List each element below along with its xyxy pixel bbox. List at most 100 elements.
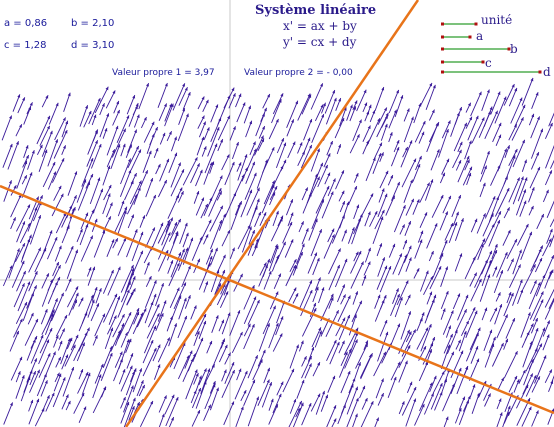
field-arrow — [129, 276, 136, 290]
field-arrow-head — [237, 310, 241, 314]
field-arrow — [336, 284, 346, 303]
field-arrow — [61, 120, 69, 138]
field-arrow — [1, 115, 13, 141]
field-arrow — [197, 96, 205, 110]
field-arrow-shaft — [340, 370, 351, 394]
field-arrow — [403, 179, 413, 203]
field-arrow-head — [408, 311, 411, 315]
field-arrow-head — [90, 158, 94, 162]
field-arrow-head — [380, 216, 384, 221]
field-arrow-head — [271, 147, 275, 151]
field-arrow — [195, 169, 203, 187]
field-arrow-shaft — [30, 334, 44, 364]
field-arrow-shaft — [87, 299, 95, 318]
field-arrow-shaft — [335, 317, 346, 337]
field-arrow-head — [55, 335, 59, 339]
field-arrow-shaft — [170, 252, 182, 278]
field-arrow-shaft — [210, 247, 218, 266]
field-arrow — [193, 372, 199, 385]
field-arrow — [392, 253, 403, 275]
field-arrow-shaft — [516, 223, 529, 246]
field-arrow-head — [19, 318, 23, 323]
field-arrow-head — [268, 271, 272, 275]
field-arrow — [320, 293, 334, 322]
field-arrow-shaft — [209, 205, 224, 232]
field-arrow-shaft — [203, 197, 213, 216]
field-arrow — [15, 204, 31, 232]
field-arrow — [377, 392, 385, 406]
field-arrow-head — [95, 140, 98, 144]
field-arrow — [114, 323, 125, 346]
field-arrow-head — [72, 207, 76, 211]
field-arrow — [426, 299, 435, 318]
field-arrow — [366, 118, 381, 146]
field-arrow-head — [448, 325, 451, 329]
field-arrow — [172, 83, 186, 111]
field-arrow — [124, 267, 135, 293]
field-arrow-head — [491, 224, 495, 228]
field-arrow-shaft — [430, 382, 443, 410]
field-arrow — [528, 187, 535, 203]
field-arrow — [263, 180, 276, 205]
field-arrow-shaft — [23, 370, 33, 393]
field-arrow-shaft — [396, 280, 409, 306]
field-arrow — [479, 274, 491, 302]
field-arrow-shaft — [177, 315, 188, 339]
field-arrow — [483, 223, 495, 245]
field-arrow-shaft — [114, 323, 125, 346]
field-arrow-head — [535, 410, 539, 414]
parameter-segments[interactable] — [441, 22, 542, 74]
field-arrow — [221, 312, 231, 335]
field-arrow — [111, 128, 127, 158]
field-arrow — [219, 291, 229, 308]
field-arrow — [443, 333, 454, 354]
field-arrow — [484, 110, 499, 139]
field-arrow-head — [531, 187, 535, 191]
field-arrow-head — [262, 126, 265, 130]
field-arrow-head — [519, 97, 523, 102]
field-arrow — [496, 314, 509, 339]
field-arrow-shaft — [191, 387, 202, 409]
field-arrow-head — [356, 134, 360, 138]
field-arrow — [158, 413, 165, 427]
field-arrow-head — [378, 153, 382, 157]
field-arrow-head — [46, 273, 49, 277]
field-arrow-head — [301, 379, 305, 384]
field-arrow-head — [85, 212, 89, 217]
field-arrow-shaft — [503, 351, 518, 379]
field-arrow-shaft — [90, 303, 100, 322]
field-arrow-head — [295, 293, 299, 297]
field-arrow — [429, 266, 442, 290]
field-arrow — [544, 369, 553, 383]
field-arrow-head — [68, 278, 72, 282]
field-arrow — [503, 292, 514, 317]
field-arrow-head — [482, 238, 485, 242]
field-arrow — [375, 378, 384, 399]
field-arrow — [303, 118, 313, 141]
field-arrow — [414, 120, 426, 143]
field-arrow-shaft — [47, 139, 59, 167]
field-arrow — [181, 265, 191, 288]
field-arrow-head — [251, 285, 255, 289]
field-arrow — [393, 204, 406, 233]
field-arrow — [339, 201, 350, 229]
field-arrow — [390, 361, 401, 381]
field-arrow — [324, 172, 331, 185]
field-arrow-head — [331, 234, 335, 238]
field-arrow-head — [472, 256, 476, 261]
field-arrow-shaft — [520, 231, 533, 260]
field-arrow — [262, 305, 277, 335]
field-arrow-shaft — [432, 253, 444, 278]
field-arrow-shaft — [244, 172, 257, 200]
segment-a — [441, 35, 472, 39]
field-arrow-shaft — [350, 261, 364, 289]
field-arrow — [346, 397, 359, 427]
field-arrow-shaft — [113, 206, 128, 234]
segment-unit — [441, 22, 478, 26]
field-arrow — [218, 319, 225, 332]
field-arrow-shaft — [528, 343, 543, 370]
field-arrow — [106, 125, 119, 156]
field-arrow-head — [527, 398, 530, 402]
field-arrow — [47, 281, 58, 304]
